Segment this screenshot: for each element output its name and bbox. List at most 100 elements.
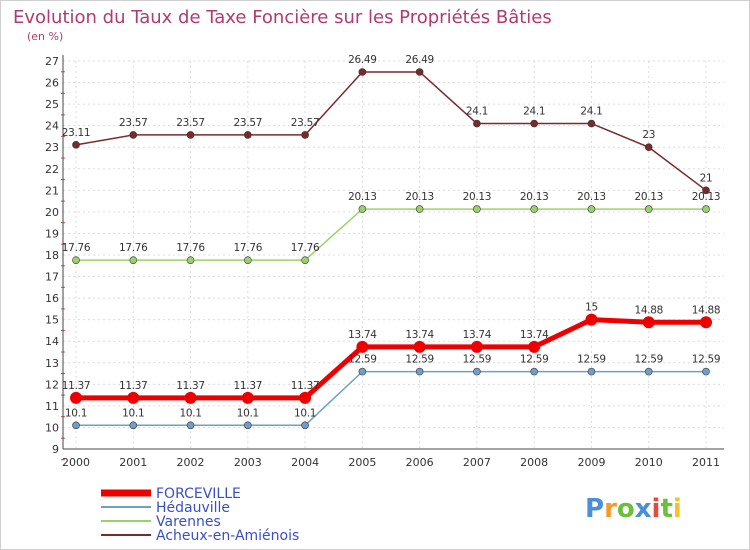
data-point (186, 256, 195, 264)
data-point (301, 421, 309, 430)
data-point (702, 186, 710, 195)
y-tick-label: 17 (45, 271, 59, 284)
data-label: 17.76 (176, 242, 205, 254)
data-label: 23 (642, 129, 655, 141)
data-point (184, 391, 197, 404)
data-point (244, 256, 252, 264)
data-label: 23.57 (176, 117, 205, 129)
data-label: 12.59 (348, 354, 377, 366)
legend-label: Hédauville (156, 500, 230, 516)
data-point (702, 367, 710, 376)
series-line-2 (76, 208, 706, 261)
data-point (700, 316, 712, 329)
y-tick-label: 11 (45, 400, 59, 413)
data-point (415, 205, 424, 213)
x-tick-label: 2011 (692, 456, 720, 469)
series-line-3 (75, 71, 707, 191)
y-tick-label: 10 (45, 421, 59, 434)
y-tick-label: 15 (45, 314, 59, 327)
y-tick-label: 9 (52, 443, 59, 456)
data-point (70, 391, 82, 404)
data-point (644, 205, 653, 213)
data-point (415, 68, 424, 76)
legend: FORCEVILLEHédauvilleVarennesAcheux-en-Am… (101, 486, 299, 544)
x-tick-label: 2008 (520, 456, 548, 469)
data-label: 13.74 (463, 329, 492, 341)
y-tick-label: 26 (45, 77, 59, 90)
data-label: 23.11 (62, 127, 91, 139)
y-tick-label: 18 (45, 249, 59, 262)
data-label: 24.1 (466, 106, 488, 118)
data-label: 10.1 (294, 407, 316, 419)
data-point (470, 340, 483, 353)
axes: 9 10 11 12 13 14 15 16 17 18 19 20 21 22 23 24 25 26 27 200… (45, 55, 724, 469)
data-label: 12.59 (405, 354, 434, 366)
chart-title: Evolution du Taux de Taxe Foncière sur l… (13, 7, 552, 28)
data-point (473, 119, 481, 128)
data-point (587, 367, 596, 376)
data-point (244, 131, 252, 139)
x-tick-label: 2010 (635, 456, 663, 469)
x-tick-label: 2005 (348, 456, 376, 469)
data-label: 12.59 (463, 354, 492, 366)
legend-label: Acheux-en-Amiénois (156, 528, 299, 544)
data-point (642, 316, 655, 329)
data-point (129, 256, 138, 264)
y-tick-label: 21 (45, 184, 59, 197)
data-point (587, 119, 596, 128)
data-label: 14.88 (692, 304, 721, 316)
data-label: 14.88 (634, 304, 663, 316)
y-tick-label: 22 (45, 163, 59, 176)
data-point (244, 421, 252, 430)
data-point (72, 256, 80, 264)
data-point (415, 367, 424, 376)
data-label: 10.1 (237, 407, 259, 419)
data-label: 15 (585, 302, 598, 314)
data-point (530, 205, 538, 213)
data-label: 12.59 (520, 354, 549, 366)
series-line-1 (76, 370, 706, 427)
y-tick-label: 13 (45, 357, 59, 370)
data-point (301, 131, 309, 139)
watermark-letter: P (585, 494, 604, 524)
data-point (129, 131, 138, 139)
data-labels: 23.11 23.57 23.57 23.57 23.57 26.49 26.49 24.1 2… (62, 54, 721, 419)
data-point (127, 391, 140, 404)
data-label: 20.13 (634, 191, 663, 203)
data-point (356, 340, 369, 353)
x-tick-label: 2007 (463, 456, 491, 469)
x-tick-label: 2009 (577, 456, 605, 469)
data-label: 23.57 (291, 117, 320, 129)
data-point (644, 143, 653, 152)
proxiti-watermark: Proxiti (585, 494, 682, 524)
data-point (530, 367, 538, 376)
data-point (528, 340, 541, 353)
data-label: 10.1 (179, 407, 201, 419)
data-label: 12.59 (577, 354, 606, 366)
data-label: 17.76 (62, 242, 91, 254)
data-label: 21 (700, 172, 713, 184)
data-label: 24.1 (523, 106, 545, 118)
watermark-letter: i (652, 494, 661, 524)
x-tick-label: 2004 (291, 456, 319, 469)
data-point (587, 205, 596, 213)
data-label: 13.74 (348, 329, 377, 341)
watermark-letter: r (604, 494, 617, 524)
y-tick-label: 14 (45, 335, 59, 348)
series-line-0 (76, 317, 706, 401)
data-point (358, 367, 367, 376)
data-label: 13.74 (405, 329, 434, 341)
data-label: 23.57 (119, 117, 148, 129)
data-label: 20.13 (577, 191, 606, 203)
x-tick-label: 2001 (119, 456, 147, 469)
watermark-text: Proxiti (585, 494, 682, 524)
data-label: 20.13 (692, 191, 721, 203)
x-tick-label: 2002 (177, 456, 205, 469)
y-tick-label: 24 (45, 120, 59, 133)
data-label: 11.37 (176, 380, 205, 392)
watermark-letter: t (660, 494, 672, 524)
data-label: 26.49 (348, 54, 377, 66)
y-tick-label: 25 (45, 98, 59, 111)
y-tick-label: 19 (45, 227, 59, 240)
